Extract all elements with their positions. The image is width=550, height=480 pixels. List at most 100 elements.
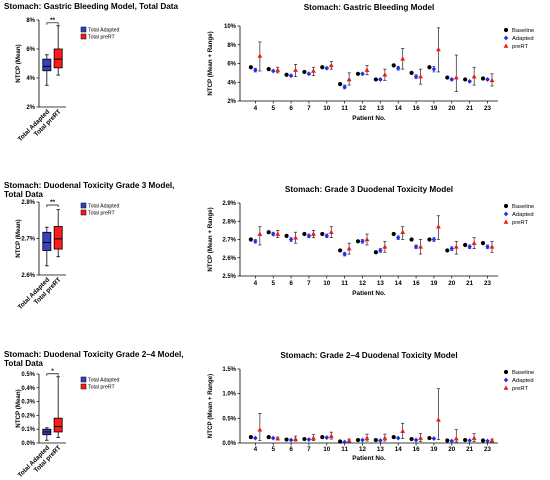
- point-adapted: [378, 248, 383, 253]
- legend-entry: Baseline: [503, 27, 534, 34]
- point-prert: [364, 233, 370, 246]
- y-tick-label: 2.6%: [222, 256, 236, 262]
- marker-diamond: [413, 244, 419, 250]
- point-prert: [346, 437, 352, 443]
- point-baseline: [427, 237, 432, 242]
- point-adapted: [467, 78, 472, 84]
- marker-diamond: [306, 437, 312, 442]
- legend-entry: Adapted: [503, 35, 534, 42]
- point-adapted: [396, 65, 401, 71]
- legend-marker: [503, 35, 509, 41]
- marker-circle: [355, 71, 361, 76]
- marker-triangle: [275, 67, 281, 72]
- point-adapted: [485, 77, 490, 82]
- marker-triangle: [364, 236, 370, 242]
- x-tick-label: 20: [448, 446, 456, 453]
- y-tick-label: 2.7%: [21, 237, 35, 243]
- marker-diamond: [378, 248, 383, 253]
- point-adapted: [288, 73, 294, 79]
- y-tick-label: 2.9%: [222, 201, 236, 207]
- marker-circle: [284, 72, 289, 77]
- marker-circle: [445, 248, 450, 253]
- point-adapted: [271, 231, 276, 237]
- x-tick-label: 19: [430, 280, 438, 287]
- marker-triangle: [257, 231, 263, 236]
- point-baseline: [320, 231, 325, 237]
- marker-circle: [266, 67, 271, 72]
- chart-title: Stomach: Gastric Bleeding Model, Total D…: [4, 2, 179, 11]
- marker-triangle: [364, 435, 370, 440]
- x-tick-label: 13: [377, 280, 385, 287]
- marker-triangle: [418, 74, 423, 79]
- x-tick-label: 10: [323, 446, 331, 453]
- marker-circle: [373, 250, 378, 255]
- legend-label: Adapted: [512, 378, 534, 384]
- marker-diamond: [360, 71, 365, 77]
- y-tick-label: 4%: [26, 76, 35, 82]
- point-adapted: [253, 67, 258, 73]
- x-tick-label: 4: [254, 446, 258, 453]
- point-prert: [418, 68, 423, 85]
- legend-swatch: [80, 209, 87, 216]
- marker-triangle: [328, 62, 334, 68]
- point-baseline: [409, 237, 414, 242]
- legend-label: preRT: [512, 220, 528, 226]
- marker-diamond: [396, 435, 401, 441]
- marker-diamond: [342, 251, 347, 257]
- x-tick-label: 11: [341, 105, 348, 112]
- point-prert: [489, 240, 495, 253]
- x-tick-label: 16: [413, 280, 421, 287]
- marker-diamond: [396, 235, 401, 241]
- point-baseline: [338, 82, 343, 87]
- marker-diamond: [413, 74, 419, 80]
- marker-circle: [373, 437, 378, 443]
- marker-triangle: [346, 246, 352, 251]
- point-adapted: [324, 65, 329, 71]
- y-tick-label: 0.0%: [21, 441, 35, 447]
- marker-diamond: [306, 71, 312, 77]
- x-tick-label: 5: [271, 446, 275, 453]
- point-prert: [275, 230, 281, 239]
- chart-title: Stomach: Duodenal Toxicity Grade 3 Model…: [4, 181, 174, 190]
- marker-circle: [320, 231, 325, 237]
- point-prert: [346, 72, 352, 86]
- legend-label: Total Adapted: [88, 204, 120, 210]
- point-baseline: [391, 434, 396, 440]
- marker-triangle: [489, 244, 495, 249]
- marker-circle: [320, 434, 325, 440]
- marker-diamond: [449, 77, 454, 82]
- chart-title: Stomach: Duodenal Toxicity Grade 2–4 Mod…: [4, 350, 184, 359]
- x-tick-label: 7: [307, 105, 311, 112]
- point-adapted: [413, 74, 419, 80]
- y-tick-label: 0.5%: [222, 416, 236, 422]
- point-prert: [400, 422, 406, 439]
- point-adapted: [431, 436, 437, 441]
- marker-triangle: [471, 240, 477, 245]
- marker-triangle: [311, 68, 316, 73]
- point-prert: [382, 240, 388, 253]
- y-tick-label: 4%: [227, 80, 236, 86]
- point-baseline: [373, 437, 378, 443]
- legend-marker: [503, 377, 509, 383]
- point-baseline: [284, 233, 289, 238]
- marker-circle: [480, 241, 486, 246]
- marker-circle: [409, 70, 414, 75]
- marker-triangle: [257, 427, 263, 432]
- x-tick-label: 14: [395, 446, 403, 453]
- y-axis-label: NTCP (Mean): [15, 389, 22, 427]
- point-adapted: [449, 77, 454, 82]
- point-prert: [257, 226, 263, 246]
- y-tick-label: 0.1%: [21, 427, 35, 433]
- point-prert: [453, 240, 459, 255]
- significance-marker: *: [51, 368, 54, 375]
- marker-triangle: [400, 428, 406, 433]
- point-adapted: [378, 77, 383, 82]
- point-adapted: [449, 246, 454, 252]
- x-tick-label: 6: [289, 105, 293, 112]
- point-adapted: [253, 238, 258, 244]
- marker-circle: [409, 237, 414, 242]
- point-prert: [293, 435, 298, 442]
- marker-circle: [463, 437, 468, 443]
- marker-circle: [391, 63, 396, 68]
- marker-diamond: [271, 231, 276, 237]
